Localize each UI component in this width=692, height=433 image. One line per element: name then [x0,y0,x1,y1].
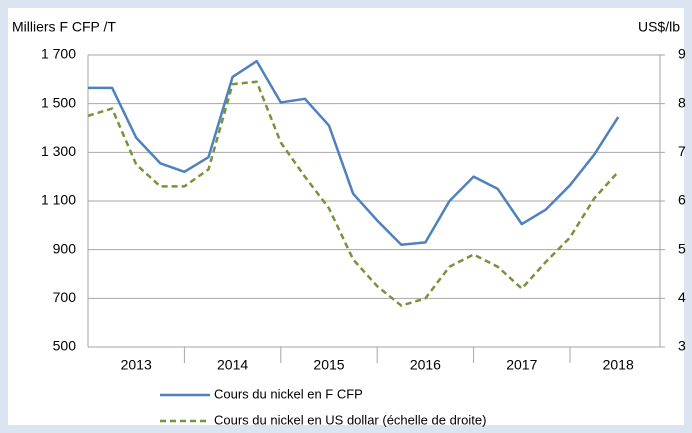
y2-tick-label: 8 [678,94,686,110]
x-tick-label: 2014 [217,357,248,373]
y-tick-label: 500 [53,338,77,354]
x-tick-label: 2017 [506,357,537,373]
x-tick-label: 2013 [121,357,152,373]
y-tick-label: 1 700 [41,46,76,62]
series-line [87,80,620,307]
y2-tick-label: 5 [678,240,686,256]
y-tick-label: 1 300 [41,143,76,159]
y2-tick-label: 7 [678,143,686,159]
y-tick-label: 1 500 [41,94,76,110]
y2-axis-title: US$/lb [638,19,680,35]
y2-tick-label: 9 [678,46,686,62]
x-tick-label: 2015 [313,357,344,373]
y-tick-label: 900 [53,240,77,256]
chart-area [8,8,684,425]
legend-label: Cours du nickel en F CFP [214,386,363,401]
y2-tick-label: 4 [678,289,686,305]
legend-label: Cours du nickel en US dollar (échelle de… [214,412,486,427]
y2-tick-label: 3 [678,338,686,354]
x-tick-label: 2016 [410,357,441,373]
x-tick-label: 2018 [603,357,634,373]
y2-tick-label: 6 [678,192,686,208]
series-line [88,59,620,247]
y-tick-label: 1 100 [41,192,76,208]
y-tick-label: 700 [53,289,77,305]
y-axis-title: Milliers F CFP /T [12,19,116,35]
